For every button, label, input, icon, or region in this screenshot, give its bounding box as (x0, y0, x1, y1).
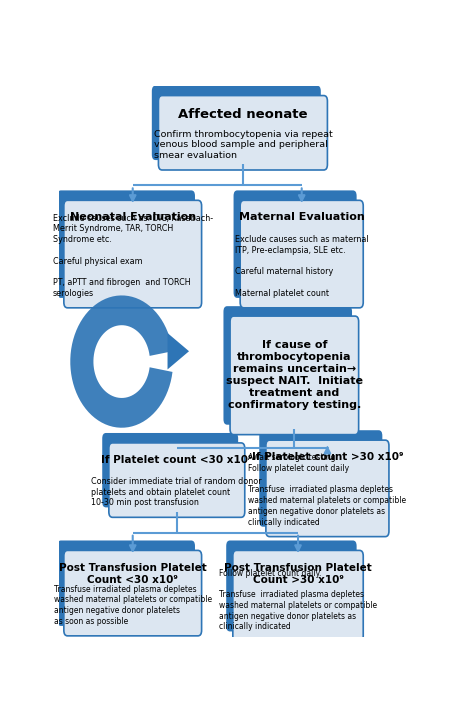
FancyBboxPatch shape (259, 430, 383, 527)
Text: Affected neonate: Affected neonate (178, 107, 308, 121)
FancyBboxPatch shape (226, 541, 356, 632)
FancyBboxPatch shape (64, 551, 201, 636)
FancyBboxPatch shape (234, 190, 356, 298)
FancyBboxPatch shape (158, 95, 328, 170)
Text: Maternal Evaluation: Maternal Evaluation (239, 213, 365, 223)
Text: Await serologic testing.
Follow platelet count daily

Transfuse  irradiated plas: Await serologic testing. Follow platelet… (248, 453, 407, 527)
Text: Neonatal Evaluation: Neonatal Evaluation (70, 213, 196, 223)
FancyBboxPatch shape (109, 443, 245, 518)
Text: Post Transfusion Platelet
Count >30 x10⁹: Post Transfusion Platelet Count >30 x10⁹ (224, 563, 372, 584)
FancyBboxPatch shape (57, 541, 195, 626)
Text: Confirm thrombocytopenia via repeat
venous blood sample and peripheral
smear eva: Confirm thrombocytopenia via repeat veno… (154, 130, 332, 160)
Text: Exclude causes such as: DIC, Kasabach-
Merrit Syndrome, TAR, TORCH
Syndrome etc.: Exclude causes such as: DIC, Kasabach- M… (53, 213, 213, 298)
PathPatch shape (167, 333, 189, 369)
Text: Transfuse irradiated plasma depletes
washed maternal platelets or compatible
ant: Transfuse irradiated plasma depletes was… (54, 585, 212, 626)
Text: Consider immediate trial of random donor
platelets and obtain platelet count
10-: Consider immediate trial of random donor… (91, 477, 262, 508)
FancyBboxPatch shape (102, 433, 238, 508)
FancyBboxPatch shape (152, 86, 321, 160)
Text: Exclude causes such as maternal
ITP, Pre-eclampsia, SLE etc.

Careful maternal h: Exclude causes such as maternal ITP, Pre… (235, 235, 368, 298)
FancyBboxPatch shape (57, 190, 195, 298)
FancyBboxPatch shape (230, 316, 359, 435)
Text: If cause of
thrombocytopenia
remains uncertain→
suspect NAIT.  Initiate
treatmen: If cause of thrombocytopenia remains unc… (226, 340, 363, 410)
FancyBboxPatch shape (240, 200, 363, 308)
Text: Post Transfusion Platelet
Count <30 x10⁹: Post Transfusion Platelet Count <30 x10⁹ (59, 563, 207, 584)
FancyBboxPatch shape (223, 306, 352, 425)
Text: If Platelet count <30 x10⁹: If Platelet count <30 x10⁹ (101, 455, 253, 465)
PathPatch shape (70, 296, 173, 427)
Text: If Platelet count >30 x10⁹: If Platelet count >30 x10⁹ (252, 453, 403, 463)
Text: Follow platelet count daily.

Transfuse  irradiated plasma depletes
washed mater: Follow platelet count daily. Transfuse i… (219, 569, 377, 632)
FancyBboxPatch shape (233, 551, 363, 642)
FancyBboxPatch shape (64, 200, 201, 308)
FancyBboxPatch shape (266, 440, 389, 536)
